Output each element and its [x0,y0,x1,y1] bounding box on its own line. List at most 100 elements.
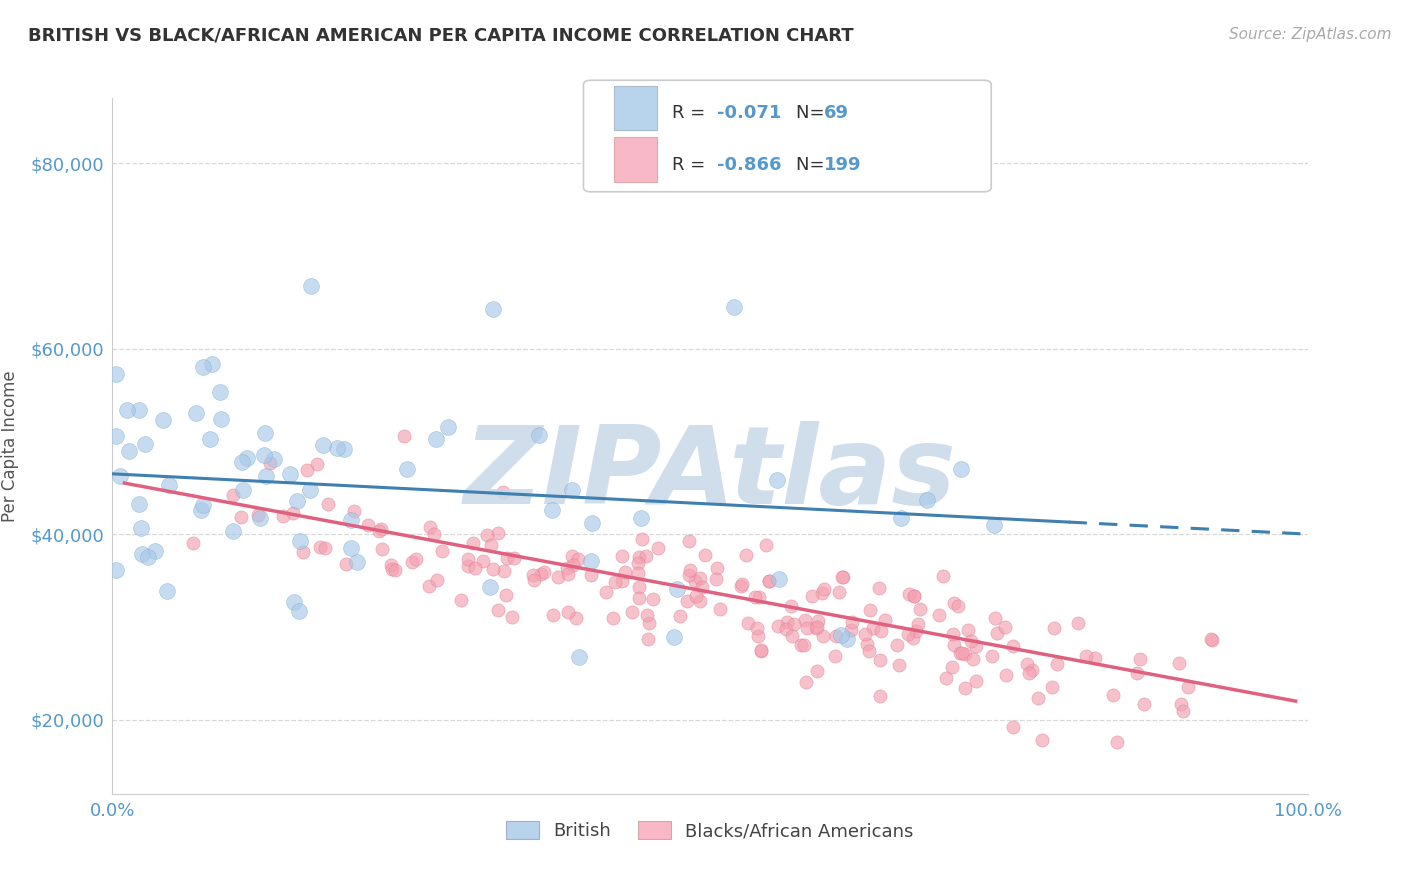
Point [643,592,665,607]
Point [835,632,858,646]
Point [841,623,863,637]
Point [706,561,728,575]
Point [430,544,453,558]
Point [807,615,830,629]
Point [128,402,150,417]
Point [479,580,502,594]
Legend: British, Blacks/African Americans: British, Blacks/African Americans [499,814,921,847]
Point [254,469,277,483]
Point [495,551,517,566]
Point [527,428,550,442]
Point [581,553,603,567]
Point [115,403,138,417]
Point [145,543,167,558]
Point [1201,633,1223,648]
Point [283,506,305,520]
Text: 69: 69 [824,104,849,122]
Point [935,671,957,685]
Point [869,652,891,666]
Point [450,593,472,607]
Point [105,367,128,381]
Point [627,566,650,580]
Point [806,620,828,634]
Point [561,558,583,572]
Point [326,441,349,455]
Point [995,668,1018,682]
Point [737,616,759,631]
Point [581,516,603,530]
Point [567,551,589,566]
Point [477,528,499,542]
Point [1171,704,1194,718]
Point [464,561,486,575]
Point [136,549,159,564]
Point [794,613,817,627]
Point [745,621,768,635]
Point [316,497,339,511]
Point [853,627,876,641]
Point [630,511,652,525]
Point [486,526,509,541]
Point [904,624,927,639]
Point [184,406,207,420]
Point [955,681,977,695]
Point [231,510,253,524]
Point [561,549,583,563]
Point [709,601,731,615]
Point [950,647,973,661]
Point [747,629,769,643]
Point [941,659,963,673]
Point [486,602,509,616]
Point [314,541,336,555]
Point [678,568,700,582]
Point [335,557,357,571]
Point [775,623,797,637]
Point [730,579,752,593]
Point [612,574,634,588]
Point [831,570,853,584]
Point [346,555,368,569]
Point [804,621,827,635]
Point [479,538,502,552]
Point [1017,657,1039,671]
Point [1125,666,1147,681]
Point [897,587,920,601]
Point [886,638,908,652]
Point [942,627,965,641]
Point [908,602,931,616]
Point [152,413,174,427]
Point [108,468,131,483]
Point [735,548,758,562]
Point [949,461,972,475]
Point [943,638,966,652]
Y-axis label: Per Capita Income: Per Capita Income [1,370,20,522]
Text: -0.866: -0.866 [717,156,782,174]
Point [190,503,212,517]
Point [381,562,404,576]
Point [859,603,882,617]
Point [748,590,770,604]
Point [869,689,891,703]
Point [425,432,447,446]
Point [1084,651,1107,665]
Point [283,594,305,608]
Point [704,572,727,586]
Point [932,569,955,583]
Text: Source: ZipAtlas.com: Source: ZipAtlas.com [1229,27,1392,42]
Point [776,615,799,629]
Point [962,652,984,666]
Point [311,437,333,451]
Point [731,577,754,591]
Point [758,574,780,589]
Point [994,620,1017,634]
Point [614,565,637,579]
Point [423,527,446,541]
Point [472,554,495,568]
Point [983,518,1005,533]
Point [249,510,271,524]
Point [461,536,484,550]
Point [689,571,711,585]
Point [181,536,204,550]
Point [782,629,804,643]
Point [856,637,879,651]
